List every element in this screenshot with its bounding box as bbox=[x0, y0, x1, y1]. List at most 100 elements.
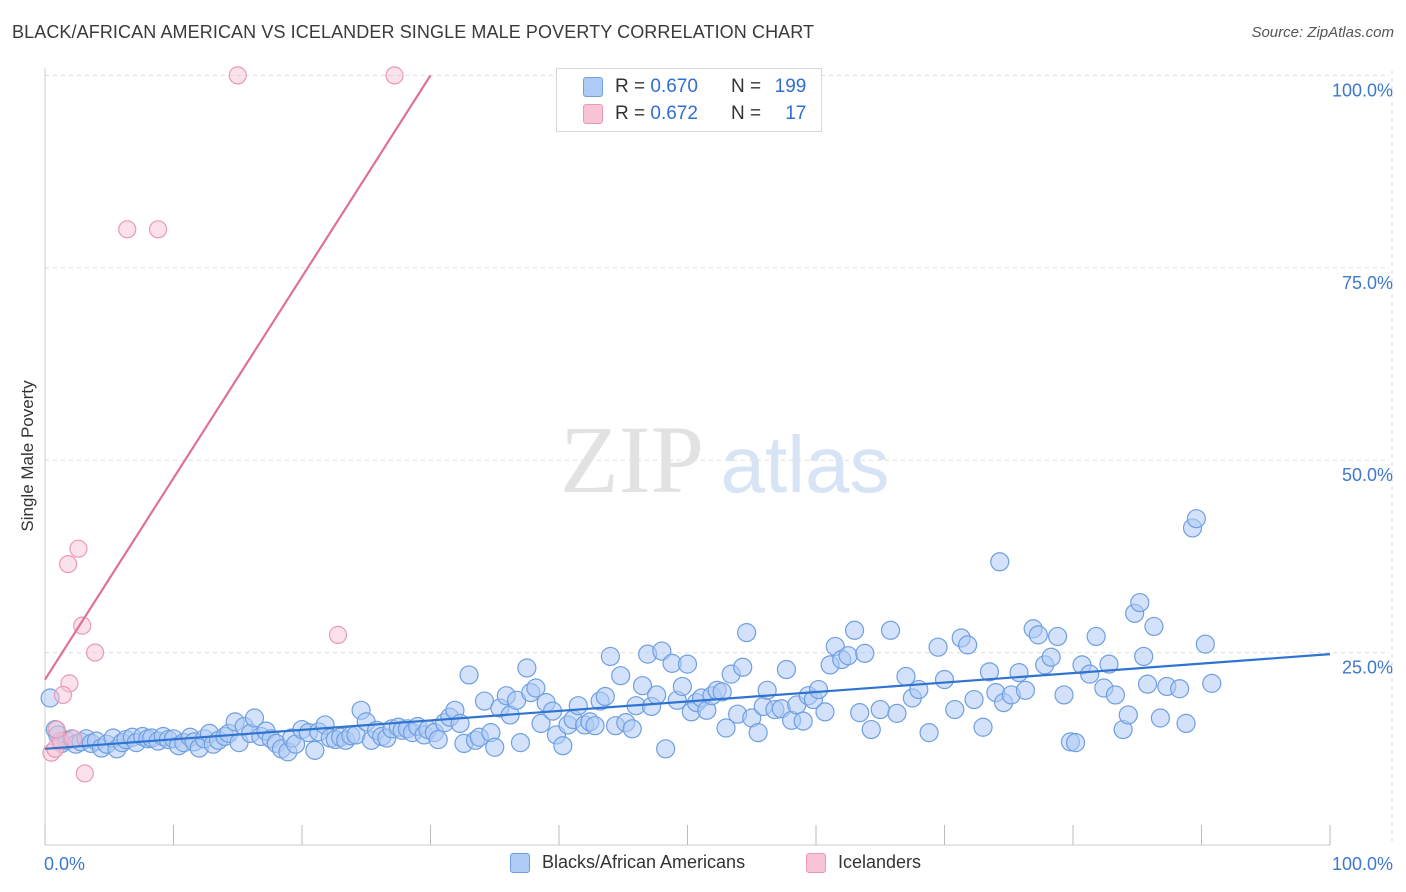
point-blacks bbox=[652, 641, 672, 661]
point-blacks bbox=[1015, 680, 1036, 700]
point-blacks bbox=[1028, 625, 1048, 645]
point-icelanders bbox=[75, 764, 94, 783]
point-blacks bbox=[861, 719, 881, 740]
chart-title: BLACK/AFRICAN AMERICAN VS ICELANDER SING… bbox=[12, 22, 815, 42]
point-blacks bbox=[553, 736, 573, 756]
point-blacks bbox=[600, 646, 621, 667]
legend-item-icelanders[interactable]: Icelanders bbox=[806, 852, 921, 873]
point-blacks bbox=[459, 665, 479, 685]
trendline-icelanders bbox=[44, 74, 432, 681]
bottom-legend: Blacks/African Americans Icelanders bbox=[0, 852, 1406, 878]
point-icelanders bbox=[73, 616, 92, 635]
trendline-blacks bbox=[44, 653, 1331, 750]
point-blacks bbox=[485, 737, 505, 757]
point-blacks bbox=[945, 699, 965, 720]
point-blacks bbox=[712, 682, 732, 702]
stats-row-blacks: R = 0.670 N = 199 bbox=[583, 74, 806, 100]
y-tick-label: 25.0% bbox=[1342, 658, 1393, 678]
y-tick-label: 100.0% bbox=[1332, 80, 1393, 100]
point-blacks bbox=[855, 643, 875, 663]
legend-item-blacks[interactable]: Blacks/African Americans bbox=[510, 852, 745, 873]
point-blacks bbox=[1047, 626, 1068, 647]
watermark: ZIP atlas bbox=[560, 406, 889, 513]
point-blacks bbox=[1134, 646, 1154, 667]
y-tick-label: 50.0% bbox=[1342, 465, 1393, 485]
point-blacks bbox=[870, 699, 890, 720]
point-blacks bbox=[305, 740, 325, 760]
point-blacks bbox=[793, 711, 813, 731]
watermark-zip: ZIP bbox=[560, 406, 704, 513]
point-blacks bbox=[1041, 647, 1061, 667]
point-blacks bbox=[716, 718, 736, 738]
point-icelanders bbox=[118, 220, 137, 239]
point-blacks bbox=[1065, 733, 1086, 753]
point-icelanders bbox=[47, 720, 66, 739]
point-blacks bbox=[585, 716, 605, 736]
tick-labels: 25.0% 50.0% 75.0% 100.0% 0.0% 100.0% bbox=[44, 80, 1393, 874]
point-icelanders bbox=[228, 66, 247, 85]
legend-swatch-icelanders bbox=[806, 852, 826, 873]
point-blacks bbox=[656, 739, 676, 759]
point-blacks bbox=[1054, 685, 1074, 705]
legend-label-icelanders: Icelanders bbox=[838, 852, 922, 872]
trend-lines bbox=[44, 74, 1331, 750]
stats-swatch-icelanders bbox=[583, 104, 603, 124]
point-blacks bbox=[531, 713, 551, 734]
point-blacks bbox=[677, 654, 698, 674]
blacks-points bbox=[40, 509, 1222, 762]
point-blacks bbox=[1150, 708, 1170, 728]
point-icelanders bbox=[385, 66, 404, 85]
legend-swatch-blacks bbox=[510, 852, 530, 873]
point-blacks bbox=[244, 708, 265, 728]
stats-n-label: N = bbox=[730, 103, 762, 124]
source-label: Source: ZipAtlas.com bbox=[1251, 24, 1394, 41]
point-blacks bbox=[990, 552, 1010, 572]
point-blacks bbox=[737, 622, 757, 643]
point-blacks bbox=[919, 723, 939, 743]
point-blacks bbox=[1080, 664, 1100, 684]
watermark-atlas: atlas bbox=[721, 420, 890, 509]
point-blacks bbox=[776, 659, 797, 680]
point-blacks bbox=[1137, 674, 1158, 694]
gridlines bbox=[45, 70, 1393, 845]
point-blacks bbox=[973, 717, 993, 737]
point-blacks bbox=[979, 662, 1000, 682]
point-blacks bbox=[1195, 634, 1215, 654]
point-blacks bbox=[958, 635, 978, 655]
point-icelanders bbox=[328, 625, 348, 644]
point-blacks bbox=[748, 723, 768, 743]
stats-row-icelanders: R = 0.672 N = 17 bbox=[583, 101, 806, 127]
point-blacks bbox=[964, 689, 984, 710]
point-blacks bbox=[647, 685, 667, 705]
stats-r-label: R = bbox=[615, 103, 646, 124]
icelanders-points bbox=[42, 66, 404, 783]
point-blacks bbox=[1144, 616, 1164, 637]
point-blacks bbox=[880, 620, 901, 640]
point-blacks bbox=[887, 703, 907, 723]
point-blacks bbox=[1176, 713, 1196, 734]
point-icelanders bbox=[69, 539, 88, 558]
point-icelanders bbox=[53, 685, 73, 705]
point-blacks bbox=[632, 676, 653, 696]
point-blacks bbox=[1099, 654, 1119, 674]
point-blacks bbox=[850, 703, 870, 723]
point-blacks bbox=[672, 676, 692, 697]
point-blacks bbox=[622, 719, 642, 739]
point-blacks bbox=[428, 729, 448, 750]
point-blacks bbox=[568, 696, 588, 716]
point-blacks bbox=[1118, 705, 1138, 725]
point-blacks bbox=[517, 658, 537, 678]
stats-swatch-blacks bbox=[583, 77, 603, 97]
stats-r-value: 0.670 bbox=[650, 76, 698, 97]
point-blacks bbox=[808, 679, 829, 700]
point-blacks bbox=[611, 666, 631, 686]
point-blacks bbox=[1186, 509, 1206, 529]
point-icelanders bbox=[148, 220, 168, 239]
stats-n-label: N = bbox=[730, 76, 762, 97]
point-icelanders bbox=[86, 643, 105, 662]
y-axis-label: Single Male Poverty bbox=[18, 380, 37, 532]
stats-legend: R = 0.670 N = 199 R = 0.672 N = 17 bbox=[556, 68, 822, 132]
legend-label-blacks: Blacks/African Americans bbox=[542, 852, 746, 872]
point-blacks bbox=[510, 733, 531, 753]
